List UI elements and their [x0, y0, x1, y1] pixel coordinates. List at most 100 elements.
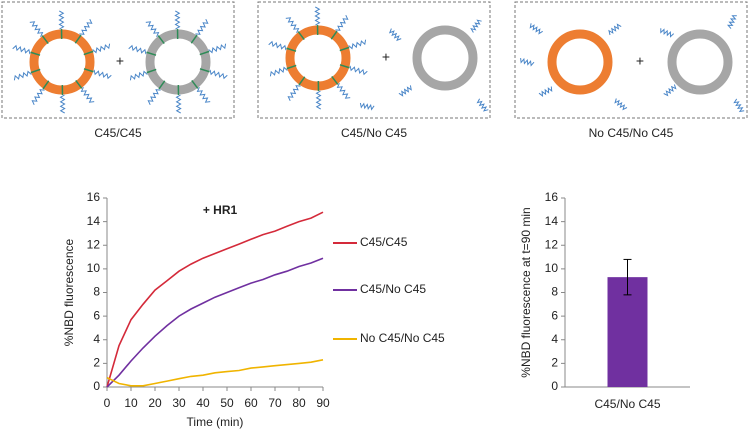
- y-tick-label: 6: [93, 308, 100, 322]
- lipid-anchor: [191, 79, 199, 89]
- lipid-tail: [335, 14, 349, 31]
- lipid-tail: [13, 70, 32, 81]
- lipid-tail: [268, 40, 287, 51]
- x-tick-label: 20: [148, 396, 162, 410]
- lipid-anchor: [75, 79, 83, 89]
- lipid-tail: [196, 86, 211, 103]
- lipid-tail: [349, 65, 368, 76]
- lipid-anchor: [199, 50, 210, 56]
- lipid-anchor: [158, 80, 166, 90]
- panel-box: [257, 1, 491, 119]
- x-tick-label: 30: [172, 396, 186, 410]
- panel-box: [514, 1, 748, 119]
- data-line: [106, 211, 324, 388]
- lipid-anchor: [286, 47, 297, 52]
- liposome: [285, 25, 351, 91]
- liposome: [547, 29, 613, 95]
- plus-sign: +: [382, 49, 390, 65]
- x-tick-label: 70: [268, 396, 282, 410]
- lipid-tail: [476, 98, 489, 112]
- lipid-tail: [195, 18, 209, 35]
- x-tick-label: 80: [292, 396, 306, 410]
- data-line: [106, 257, 324, 388]
- plus-sign: +: [116, 53, 124, 69]
- lipid-anchor: [30, 51, 41, 56]
- lipid-tail: [359, 102, 375, 111]
- y-axis-label: %NBD fluorescence at t=90 min: [519, 207, 533, 377]
- x-tick-label: 60: [244, 396, 258, 410]
- lipid-tail: [287, 85, 301, 102]
- lipid-anchor: [297, 31, 305, 41]
- lipid-tail: [93, 69, 112, 80]
- lipid-tail: [29, 21, 44, 38]
- lipid-tail: [614, 98, 628, 111]
- lipid-anchor: [199, 68, 210, 73]
- y-tick-label: 16: [87, 190, 101, 204]
- lipid-tail: [348, 39, 367, 50]
- legend-label: C45/C45: [360, 235, 408, 249]
- lipid-anchor: [157, 35, 165, 45]
- lipid-anchor: [339, 46, 350, 52]
- lipid-tail: [59, 94, 66, 114]
- error-bar: [623, 258, 632, 296]
- y-tick-label: 12: [545, 237, 559, 251]
- lipid-anchor: [41, 35, 49, 45]
- lipid-anchor: [83, 68, 94, 73]
- liposome-drawings: [12, 6, 745, 114]
- lipid-tail: [147, 89, 161, 106]
- lipid-tail: [538, 86, 553, 97]
- lipid-tail: [92, 43, 111, 54]
- liposome: [412, 25, 478, 91]
- lipid-anchor: [298, 76, 306, 86]
- y-tick-label: 14: [87, 214, 101, 228]
- y-tick-label: 6: [551, 308, 558, 322]
- lipid-tail: [315, 90, 322, 110]
- lipid-tail: [388, 28, 402, 42]
- lipid-anchor: [330, 30, 338, 40]
- lipid-tail: [145, 21, 160, 38]
- lipid-tail: [285, 17, 300, 34]
- lipid-tail: [12, 44, 31, 55]
- lipid-tail: [733, 98, 745, 113]
- lipid-tail: [269, 66, 288, 77]
- lipid-tail: [336, 82, 351, 99]
- lipid-tail: [529, 23, 543, 35]
- panel-box: [1, 1, 235, 119]
- x-axis-label: Time (min): [187, 415, 244, 429]
- lipid-tail: [175, 94, 182, 114]
- y-tick-label: 4: [93, 332, 100, 346]
- y-tick-label: 10: [545, 261, 559, 275]
- data-line: [106, 359, 324, 387]
- y-tick-label: 4: [551, 332, 558, 346]
- lipid-tail: [209, 69, 228, 80]
- lipid-tail: [726, 15, 737, 29]
- lipid-anchor: [146, 68, 157, 74]
- lipid-tail: [128, 44, 147, 55]
- y-tick-label: 2: [551, 356, 558, 370]
- y-axis-label: %NBD fluorescence: [62, 238, 76, 346]
- x-tick-label: C45/No C45: [594, 397, 660, 411]
- lipid-anchor: [146, 51, 157, 56]
- lipid-anchor: [190, 34, 198, 44]
- bar: [607, 277, 648, 387]
- lipid-tail: [129, 70, 148, 81]
- lipid-tail: [314, 6, 321, 26]
- liposome: [29, 29, 95, 95]
- y-tick-label: 2: [93, 356, 100, 370]
- legend-label: No C45/No C45: [360, 331, 445, 345]
- x-tick-label: 90: [316, 396, 330, 410]
- y-tick-label: 0: [93, 379, 100, 393]
- x-tick-label: 40: [196, 396, 210, 410]
- lipid-tail: [79, 18, 93, 35]
- annotation: + HR1: [203, 203, 238, 217]
- lipid-tail: [31, 89, 45, 106]
- legend-label: C45/No C45: [360, 282, 426, 296]
- lipid-anchor: [339, 64, 350, 69]
- lipid-tail: [80, 86, 95, 103]
- lipid-tail: [470, 19, 482, 33]
- lipid-tail: [174, 10, 181, 30]
- lipid-tail: [208, 43, 227, 54]
- y-tick-label: 14: [545, 214, 559, 228]
- lipid-anchor: [83, 50, 94, 56]
